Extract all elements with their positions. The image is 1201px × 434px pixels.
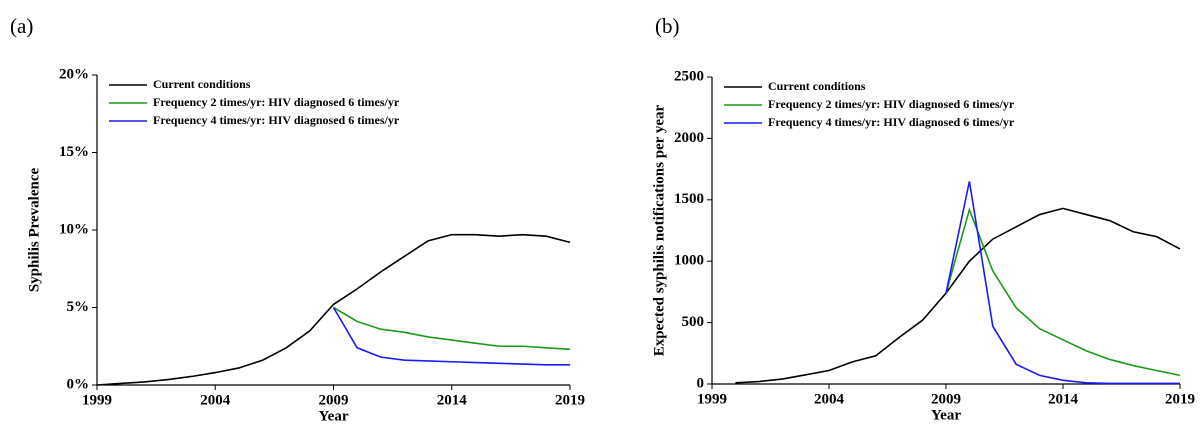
series-line xyxy=(333,306,571,351)
y-tick-label: 1500 xyxy=(674,191,704,207)
x-tick-label: 2004 xyxy=(200,392,231,408)
x-tick-label: 1999 xyxy=(697,391,727,407)
series-line xyxy=(735,207,1181,384)
y-tick-label: 1000 xyxy=(674,253,704,269)
panel-label: (b) xyxy=(655,14,680,38)
x-tick-label: 2014 xyxy=(1048,391,1079,407)
y-axis-label: Syphilis Prevalence xyxy=(26,168,42,293)
x-tick-label: 2009 xyxy=(319,392,349,408)
y-tick-label: 5% xyxy=(67,299,90,315)
legend-label: Current conditions xyxy=(768,79,866,93)
y-tick-label: 10% xyxy=(59,221,89,237)
legend-label: Frequency 2 times/yr: HIV diagnosed 6 ti… xyxy=(153,95,400,109)
series-line xyxy=(945,207,1181,377)
y-tick-label: 500 xyxy=(682,314,705,330)
x-tick-label: 2019 xyxy=(1165,391,1195,407)
legend-label: Current conditions xyxy=(153,77,251,91)
y-tick-label: 20% xyxy=(59,66,89,82)
x-tick-label: 2009 xyxy=(931,391,961,407)
x-tick-label: 2019 xyxy=(555,392,585,408)
y-tick-label: 0 xyxy=(697,375,705,391)
legend-label: Frequency 4 times/yr: HIV diagnosed 6 ti… xyxy=(768,115,1015,129)
y-tick-label: 0% xyxy=(67,376,90,392)
x-tick-label: 2014 xyxy=(437,392,468,408)
legend-label: Frequency 2 times/yr: HIV diagnosed 6 ti… xyxy=(768,97,1015,111)
panel-label: (a) xyxy=(10,14,33,38)
series-line xyxy=(332,307,570,366)
series-line xyxy=(945,181,1180,385)
series-line xyxy=(96,233,571,386)
y-axis-label: Expected syphilis notifications per year xyxy=(651,104,667,356)
x-tick-label: 1999 xyxy=(82,392,112,408)
x-tick-label: 2004 xyxy=(814,391,845,407)
y-tick-label: 2500 xyxy=(674,68,704,84)
x-axis-label: Year xyxy=(931,407,961,423)
y-tick-label: 2000 xyxy=(674,130,704,146)
x-axis-label: Year xyxy=(319,408,349,424)
y-tick-label: 15% xyxy=(59,144,89,160)
legend-label: Frequency 4 times/yr: HIV diagnosed 6 ti… xyxy=(153,113,400,127)
